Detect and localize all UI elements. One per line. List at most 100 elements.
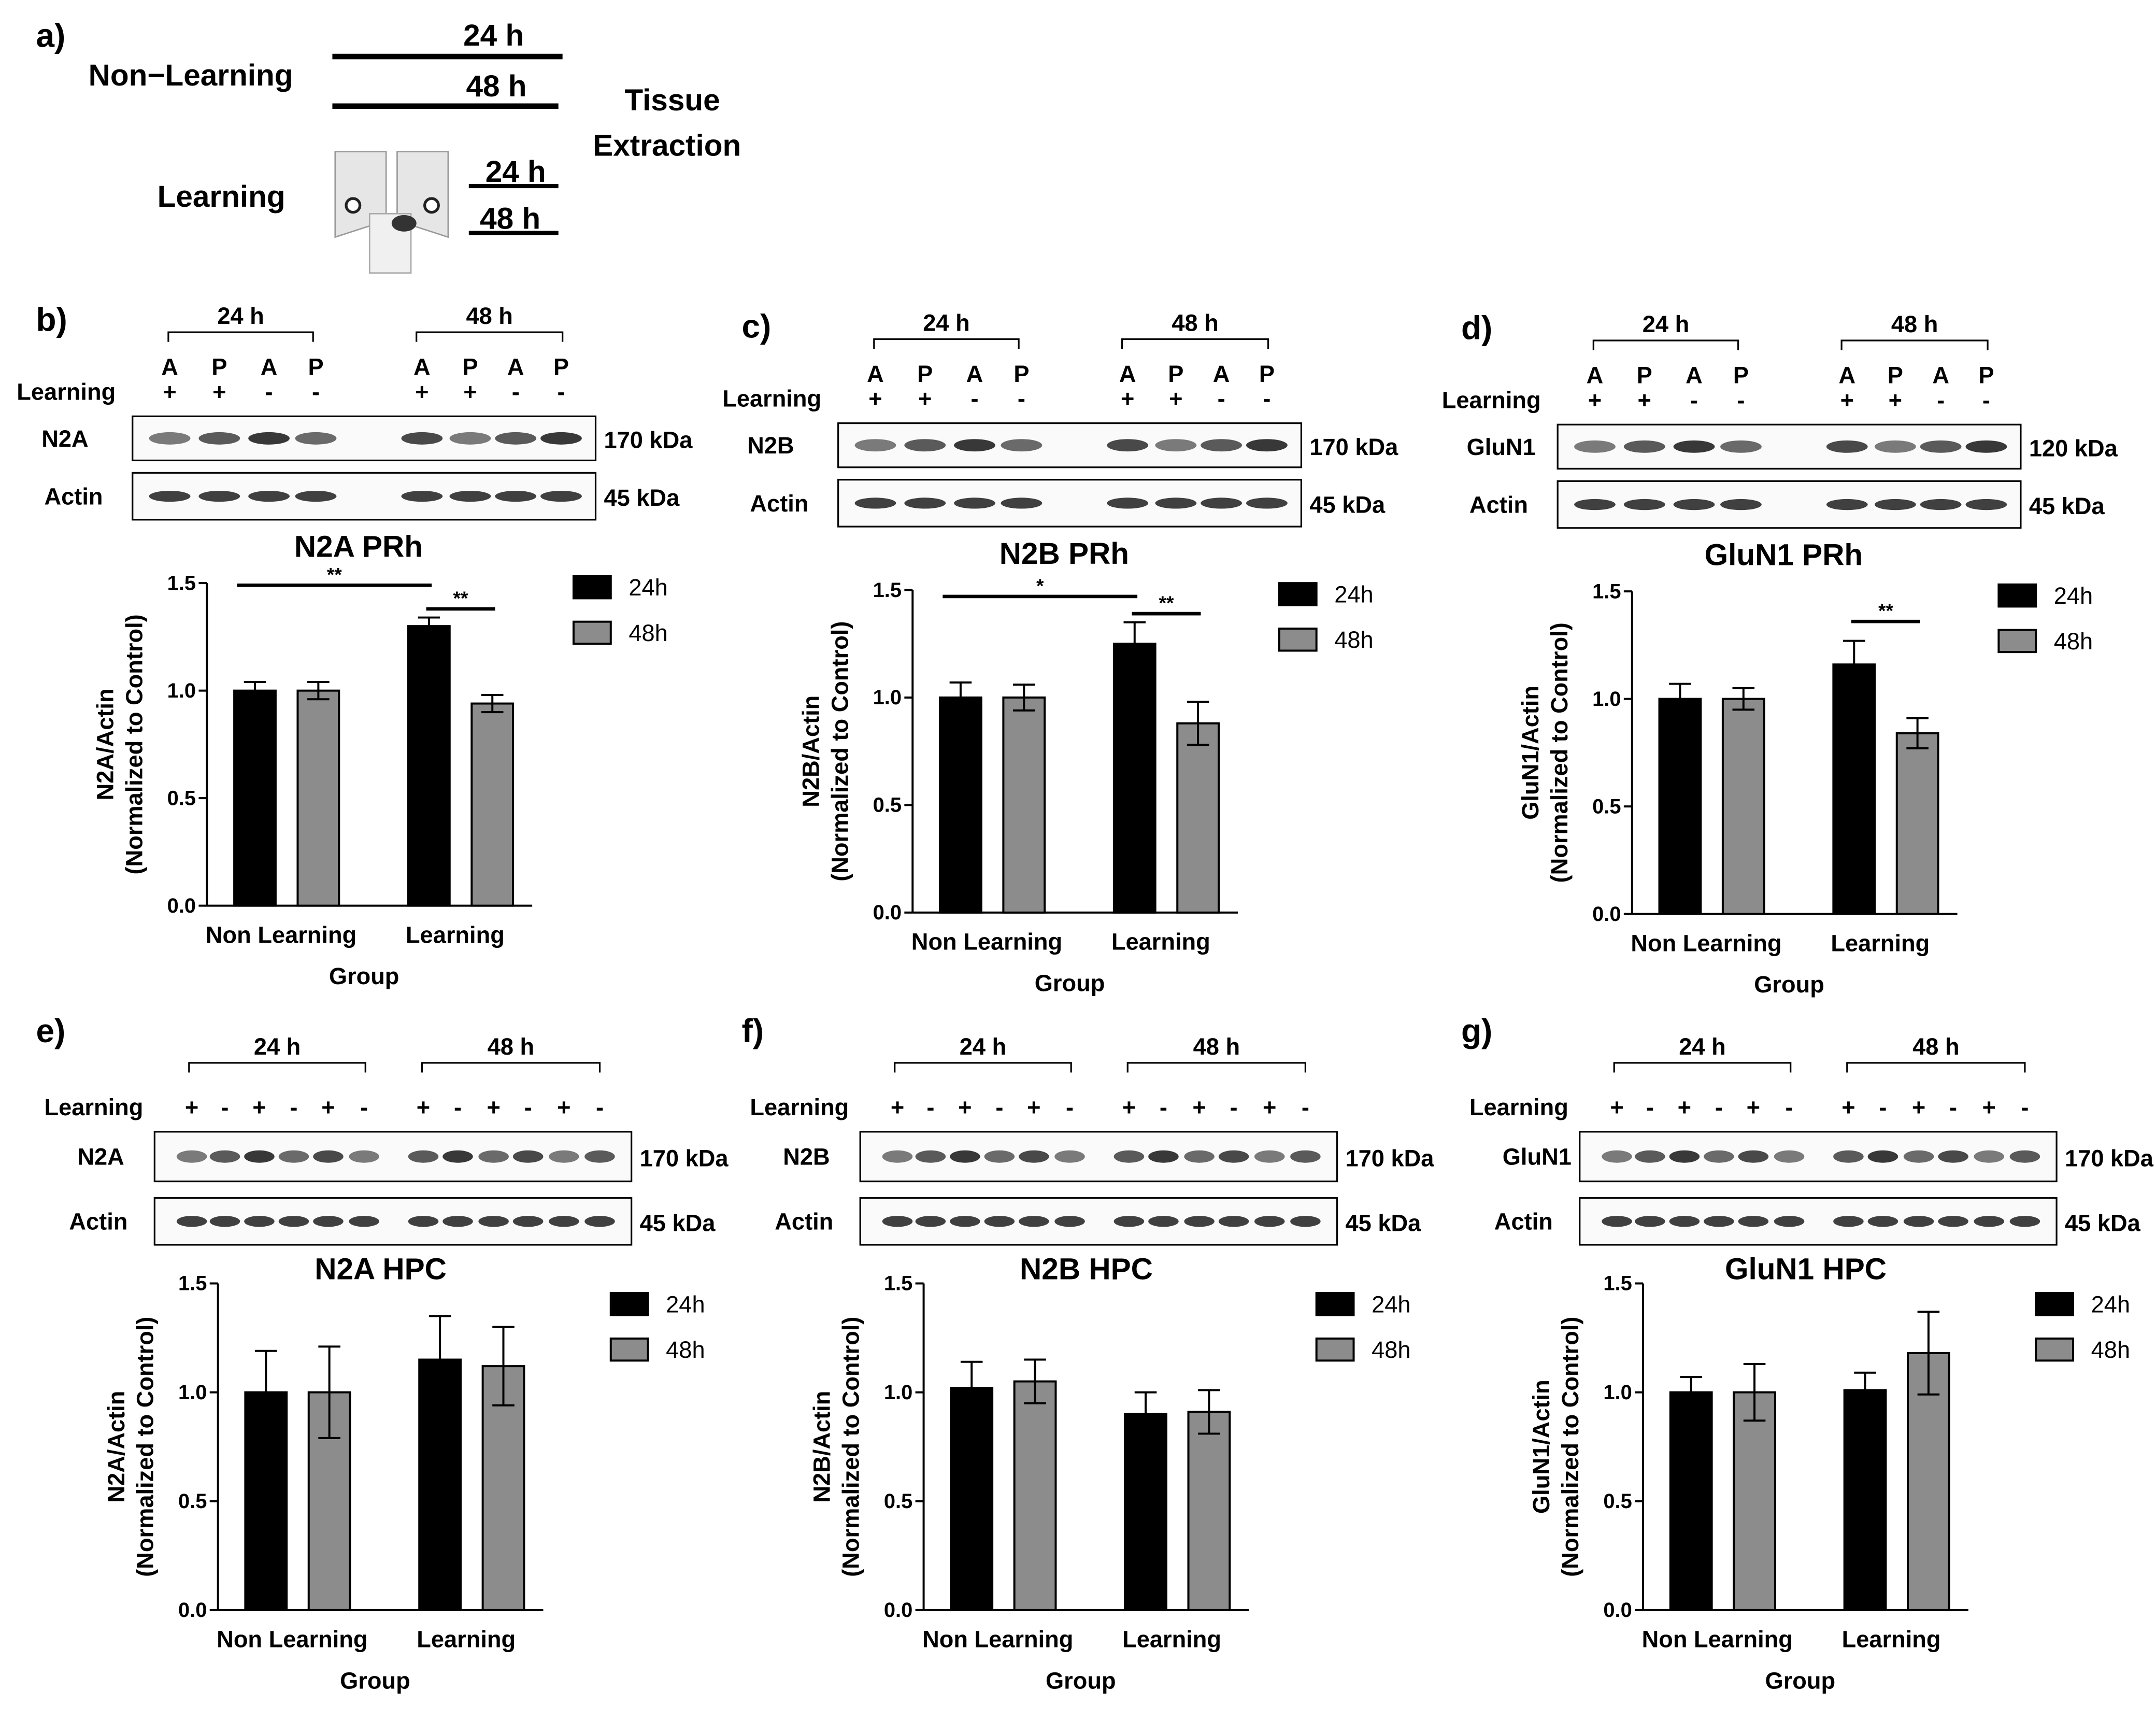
actin-band xyxy=(1155,498,1197,509)
lane-sign: - xyxy=(995,1094,1003,1120)
actin-band xyxy=(1019,1216,1049,1227)
y-tick-label: 1.0 xyxy=(1603,1381,1632,1404)
actin-kda: 45 kDa xyxy=(2029,493,2105,519)
actin-band xyxy=(1738,1216,1769,1227)
actin-band xyxy=(1113,1216,1145,1227)
actin-band xyxy=(1867,1216,1898,1227)
protein-band xyxy=(1019,1150,1049,1163)
chart-title: GluN1 HPC xyxy=(1725,1252,1887,1286)
legend-swatch-24h xyxy=(609,1292,649,1316)
protein-band xyxy=(401,432,443,445)
learning-row-label: Learning xyxy=(1469,1094,1568,1120)
y-tick-label: 0.5 xyxy=(167,787,196,809)
protein-band xyxy=(1574,440,1616,453)
protein-band xyxy=(1704,1150,1734,1163)
legend-label-24h: 24h xyxy=(629,574,667,601)
lane-sign: + xyxy=(557,1094,570,1120)
lane-sign: + xyxy=(1912,1094,1925,1120)
lane-sign: + xyxy=(415,378,429,405)
lane-label: A xyxy=(1119,361,1136,387)
x-tick-label: Non Learning xyxy=(911,929,1062,955)
lane-sign: + xyxy=(417,1094,430,1120)
bar-24h-1 xyxy=(1112,643,1156,914)
x-tick-label: Non Learning xyxy=(922,1626,1073,1653)
lane-sign: - xyxy=(1218,386,1225,412)
y-axis-label-2: (Normalized to Control) xyxy=(1546,622,1573,883)
non-learning-24h: 24 h xyxy=(463,19,524,52)
actin-band xyxy=(1107,498,1149,509)
learning-label: Learning xyxy=(158,180,285,214)
group-48h-label: 48 h xyxy=(488,1033,534,1060)
legend-swatch-48h xyxy=(1278,627,1318,652)
lane-sign: - xyxy=(1937,387,1945,413)
actin-band xyxy=(295,490,337,502)
lane-sign: + xyxy=(1122,1094,1136,1120)
group-24h-bracket xyxy=(894,1062,1072,1073)
y-tick-label: 0.0 xyxy=(167,894,196,917)
actin-band xyxy=(1938,1216,1968,1227)
legend-label-48h: 48h xyxy=(666,1337,705,1363)
group-24h-bracket xyxy=(873,338,1020,349)
learning-row-label: Learning xyxy=(750,1094,849,1120)
protein-band xyxy=(442,1150,473,1163)
protein-band xyxy=(1246,439,1288,452)
protein-band xyxy=(1974,1150,2005,1163)
lane-sign: + xyxy=(1027,1094,1040,1120)
protein-kda: 170 kDa xyxy=(2065,1145,2154,1171)
actin-band xyxy=(244,1216,275,1227)
y-tick-label: 0.5 xyxy=(178,1490,207,1513)
protein-band xyxy=(495,432,537,445)
protein-band xyxy=(1774,1150,1805,1163)
group-48h-bracket xyxy=(1126,1062,1306,1073)
legend-label-24h: 24h xyxy=(2054,583,2093,609)
legend-label-48h: 48h xyxy=(1372,1337,1410,1363)
lane-sign: + xyxy=(252,1094,266,1120)
non-learning-48h: 48 h xyxy=(466,69,526,103)
legend-swatch-24h xyxy=(1997,583,2037,608)
chart-title: N2A HPC xyxy=(315,1252,447,1286)
y-tick-label: 0.5 xyxy=(1592,795,1621,818)
group-48h-label: 48 h xyxy=(1172,309,1218,336)
actin-band xyxy=(401,490,443,502)
x-tick-label: Non Learning xyxy=(206,921,356,948)
group-24h-label: 24 h xyxy=(960,1033,1006,1060)
lane-sign: - xyxy=(1263,386,1270,412)
bar-48h-0 xyxy=(1733,1391,1776,1611)
bar-24h-0 xyxy=(244,1391,288,1611)
significance-mark: ** xyxy=(1878,600,1893,621)
lane-label: A xyxy=(507,354,524,380)
protein-band xyxy=(278,1150,309,1163)
y-axis-label-2: (Normalized to Control) xyxy=(132,1317,159,1577)
protein-name: N2B xyxy=(783,1144,830,1170)
x-tick-label: Learning xyxy=(1122,1626,1221,1653)
group-24h-bracket xyxy=(1613,1062,1792,1073)
y-tick-label: 1.5 xyxy=(884,1272,912,1295)
group-24h-label: 24 h xyxy=(1643,311,1689,337)
group-24h-bracket xyxy=(167,331,314,342)
x-tick-label: Learning xyxy=(1842,1626,1941,1653)
lane-sign: + xyxy=(868,386,882,412)
actin-band xyxy=(1623,499,1665,510)
lane-sign: - xyxy=(1786,1094,1793,1120)
lane-label: A xyxy=(1932,362,1949,388)
lane-sign: + xyxy=(1841,1094,1855,1120)
lane-sign: - xyxy=(596,1094,604,1120)
actin-band xyxy=(1254,1216,1285,1227)
protein-name: N2A xyxy=(41,425,88,452)
lane-sign: - xyxy=(360,1094,368,1120)
actin-band xyxy=(1218,1216,1249,1227)
y-tick-label: 1.5 xyxy=(873,579,902,602)
protein-band xyxy=(449,432,491,445)
protein-band xyxy=(478,1150,509,1163)
actin-label: Actin xyxy=(775,1209,833,1235)
panel-label: e) xyxy=(36,1012,66,1049)
legend-label-48h: 48h xyxy=(2054,628,2093,655)
group-48h-bracket xyxy=(421,1062,601,1073)
lane-sign: - xyxy=(970,386,978,412)
lane-label: A xyxy=(1587,362,1604,388)
protein-band xyxy=(1673,440,1715,453)
protein-band xyxy=(854,439,896,452)
group-48h-label: 48 h xyxy=(1193,1033,1240,1060)
